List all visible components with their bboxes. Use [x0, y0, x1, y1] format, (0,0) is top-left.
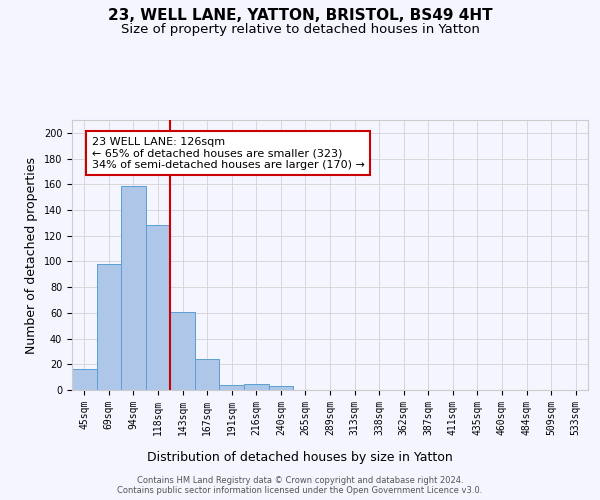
- Bar: [195, 359, 220, 390]
- Text: Size of property relative to detached houses in Yatton: Size of property relative to detached ho…: [121, 22, 479, 36]
- Bar: [97, 264, 121, 390]
- Text: Contains HM Land Registry data © Crown copyright and database right 2024.
Contai: Contains HM Land Registry data © Crown c…: [118, 476, 482, 495]
- Bar: [170, 312, 195, 390]
- Bar: [121, 186, 146, 390]
- Text: 23, WELL LANE, YATTON, BRISTOL, BS49 4HT: 23, WELL LANE, YATTON, BRISTOL, BS49 4HT: [107, 8, 493, 22]
- Bar: [244, 384, 269, 390]
- Bar: [269, 386, 293, 390]
- Text: 23 WELL LANE: 126sqm
← 65% of detached houses are smaller (323)
34% of semi-deta: 23 WELL LANE: 126sqm ← 65% of detached h…: [92, 136, 365, 170]
- Bar: [72, 370, 97, 390]
- Text: Distribution of detached houses by size in Yatton: Distribution of detached houses by size …: [147, 451, 453, 464]
- Bar: [220, 385, 244, 390]
- Bar: [146, 226, 170, 390]
- Y-axis label: Number of detached properties: Number of detached properties: [25, 156, 38, 354]
